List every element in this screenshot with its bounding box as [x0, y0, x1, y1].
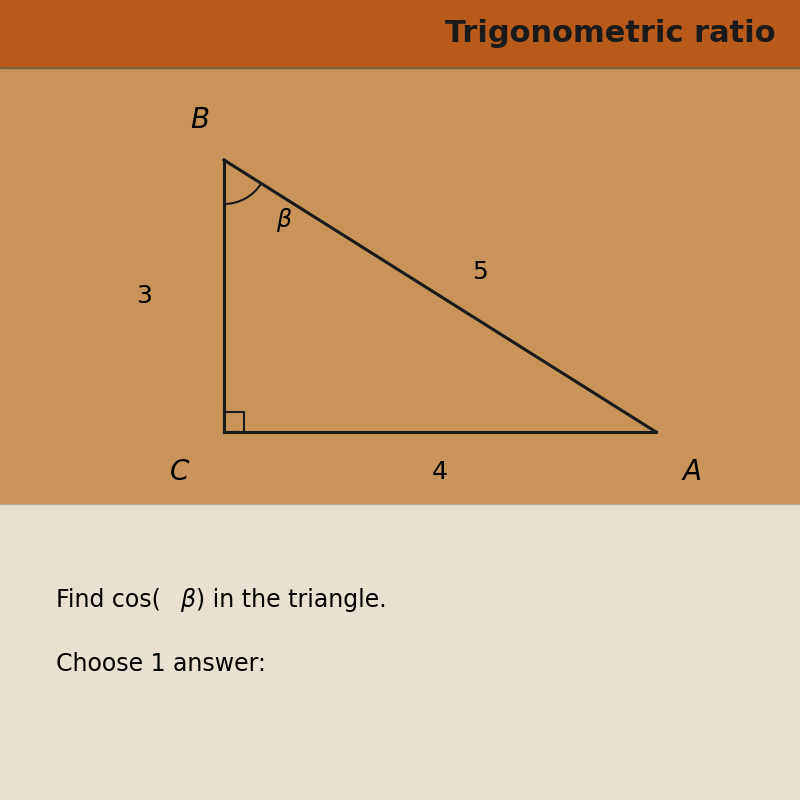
- Bar: [0, 68, 800, 504]
- Text: Find cos(: Find cos(: [56, 588, 161, 612]
- Text: 5: 5: [472, 260, 488, 284]
- Text: C: C: [170, 458, 190, 486]
- Text: Trigonometric ratio: Trigonometric ratio: [446, 19, 776, 49]
- Text: ) in the triangle.: ) in the triangle.: [196, 588, 386, 612]
- Text: A: A: [682, 458, 702, 486]
- Text: Choose 1 answer:: Choose 1 answer:: [56, 652, 266, 676]
- Bar: [0, 0, 800, 68]
- Text: β: β: [180, 588, 195, 612]
- Bar: [224, 412, 244, 432]
- Text: 4: 4: [432, 460, 448, 484]
- Text: 3: 3: [136, 284, 152, 308]
- Bar: [0, 504, 800, 800]
- Text: β: β: [277, 208, 291, 232]
- Text: B: B: [190, 106, 210, 134]
